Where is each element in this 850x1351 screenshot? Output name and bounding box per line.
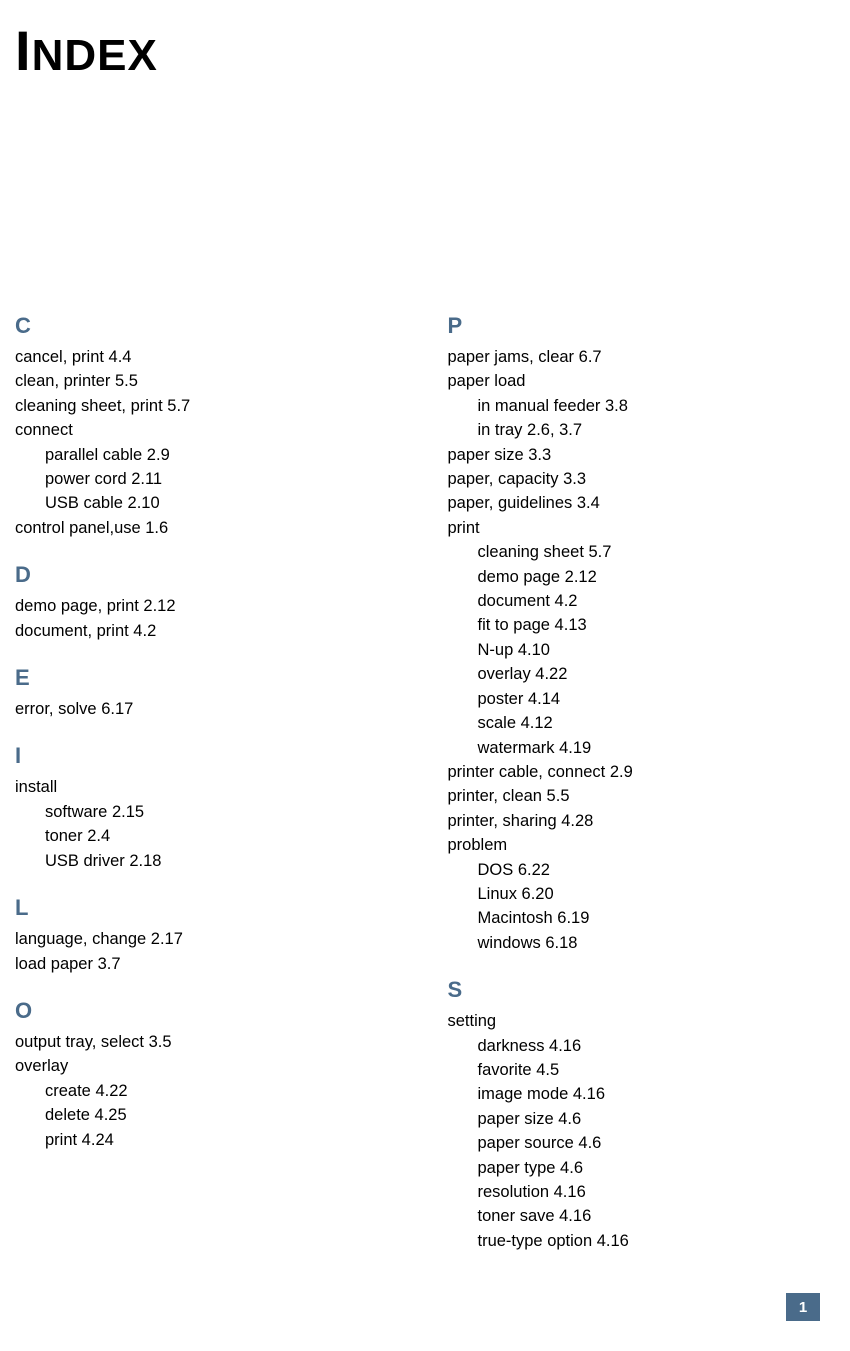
index-letter-heading: O <box>15 998 388 1024</box>
page-title: INDEX <box>15 18 820 83</box>
page-number: 1 <box>799 1299 807 1316</box>
index-entry: printer cable, connect 2.9 <box>448 760 821 784</box>
index-subentry: USB cable 2.10 <box>15 491 388 515</box>
index-letter-heading: E <box>15 665 388 691</box>
index-subentry: true-type option 4.16 <box>448 1229 821 1253</box>
index-subentry: parallel cable 2.9 <box>15 443 388 467</box>
index-subentry: poster 4.14 <box>448 687 821 711</box>
index-section: Ddemo page, print 2.12document, print 4.… <box>15 562 388 643</box>
index-subentry: paper size 4.6 <box>448 1107 821 1131</box>
index-letter-heading: S <box>448 977 821 1003</box>
title-first-letter: I <box>15 19 32 82</box>
index-entry: paper, capacity 3.3 <box>448 467 821 491</box>
index-letter-heading: I <box>15 743 388 769</box>
index-section: Ooutput tray, select 3.5overlaycreate 4.… <box>15 998 388 1152</box>
index-entry: language, change 2.17 <box>15 927 388 951</box>
index-subentry: USB driver 2.18 <box>15 849 388 873</box>
index-subentry: watermark 4.19 <box>448 736 821 760</box>
index-subentry: Linux 6.20 <box>448 882 821 906</box>
index-entry: install <box>15 775 388 799</box>
index-subentry: create 4.22 <box>15 1079 388 1103</box>
index-entry: paper, guidelines 3.4 <box>448 491 821 515</box>
index-section: Iinstallsoftware 2.15toner 2.4USB driver… <box>15 743 388 873</box>
index-subentry: favorite 4.5 <box>448 1058 821 1082</box>
index-letter-heading: D <box>15 562 388 588</box>
index-entry: print <box>448 516 821 540</box>
index-entry: paper jams, clear 6.7 <box>448 345 821 369</box>
index-subentry: toner 2.4 <box>15 824 388 848</box>
index-entry: paper load <box>448 369 821 393</box>
index-entry: document, print 4.2 <box>15 619 388 643</box>
index-entry: load paper 3.7 <box>15 952 388 976</box>
index-entry: cleaning sheet, print 5.7 <box>15 394 388 418</box>
index-subentry: power cord 2.11 <box>15 467 388 491</box>
index-section: Ppaper jams, clear 6.7paper loadin manua… <box>448 313 821 955</box>
index-subentry: scale 4.12 <box>448 711 821 735</box>
index-subentry: software 2.15 <box>15 800 388 824</box>
index-subentry: toner save 4.16 <box>448 1204 821 1228</box>
index-entry: output tray, select 3.5 <box>15 1030 388 1054</box>
index-columns: Ccancel, print 4.4clean, printer 5.5clea… <box>15 313 820 1275</box>
index-entry: setting <box>448 1009 821 1033</box>
index-subentry: DOS 6.22 <box>448 858 821 882</box>
index-entry: control panel,use 1.6 <box>15 516 388 540</box>
index-entry: overlay <box>15 1054 388 1078</box>
title-rest: NDEX <box>32 31 158 80</box>
index-column-right: Ppaper jams, clear 6.7paper loadin manua… <box>448 313 821 1275</box>
index-section: Ssettingdarkness 4.16favorite 4.5image m… <box>448 977 821 1253</box>
index-subentry: N-up 4.10 <box>448 638 821 662</box>
index-entry: printer, clean 5.5 <box>448 784 821 808</box>
index-subentry: resolution 4.16 <box>448 1180 821 1204</box>
index-subentry: overlay 4.22 <box>448 662 821 686</box>
index-entry: problem <box>448 833 821 857</box>
index-letter-heading: L <box>15 895 388 921</box>
index-entry: demo page, print 2.12 <box>15 594 388 618</box>
index-subentry: Macintosh 6.19 <box>448 906 821 930</box>
index-entry: paper size 3.3 <box>448 443 821 467</box>
index-subentry: delete 4.25 <box>15 1103 388 1127</box>
index-column-left: Ccancel, print 4.4clean, printer 5.5clea… <box>15 313 388 1275</box>
index-entry: connect <box>15 418 388 442</box>
index-letter-heading: P <box>448 313 821 339</box>
index-letter-heading: C <box>15 313 388 339</box>
index-subentry: image mode 4.16 <box>448 1082 821 1106</box>
index-section: Eerror, solve 6.17 <box>15 665 388 721</box>
index-subentry: document 4.2 <box>448 589 821 613</box>
index-subentry: in tray 2.6, 3.7 <box>448 418 821 442</box>
index-subentry: paper type 4.6 <box>448 1156 821 1180</box>
index-section: Ccancel, print 4.4clean, printer 5.5clea… <box>15 313 388 540</box>
index-entry: clean, printer 5.5 <box>15 369 388 393</box>
index-entry: error, solve 6.17 <box>15 697 388 721</box>
index-entry: printer, sharing 4.28 <box>448 809 821 833</box>
index-subentry: demo page 2.12 <box>448 565 821 589</box>
index-entry: cancel, print 4.4 <box>15 345 388 369</box>
page-number-badge: 1 <box>786 1293 820 1321</box>
index-subentry: paper source 4.6 <box>448 1131 821 1155</box>
index-subentry: in manual feeder 3.8 <box>448 394 821 418</box>
index-subentry: fit to page 4.13 <box>448 613 821 637</box>
index-subentry: darkness 4.16 <box>448 1034 821 1058</box>
page: INDEX Ccancel, print 4.4clean, printer 5… <box>0 0 850 1275</box>
index-subentry: print 4.24 <box>15 1128 388 1152</box>
index-subentry: windows 6.18 <box>448 931 821 955</box>
index-section: Llanguage, change 2.17load paper 3.7 <box>15 895 388 976</box>
index-subentry: cleaning sheet 5.7 <box>448 540 821 564</box>
